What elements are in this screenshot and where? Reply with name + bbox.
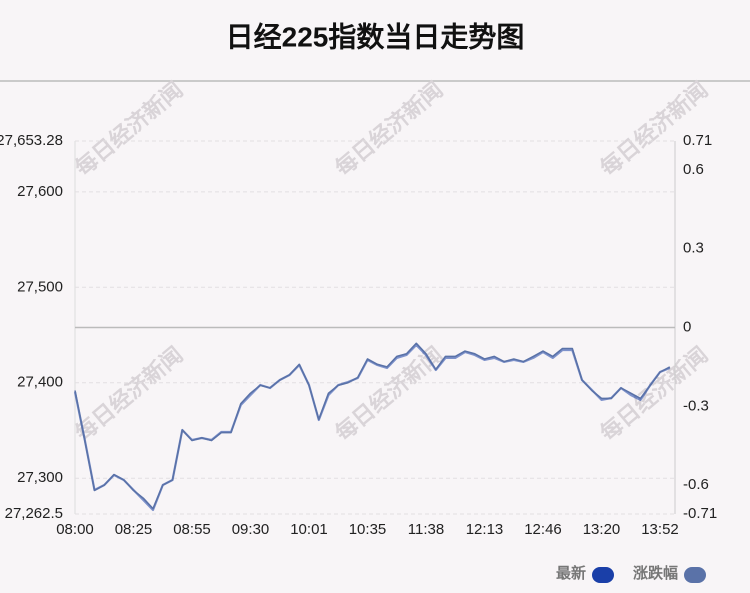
y-tick-label: 27,262.5	[5, 505, 63, 522]
legend-label: 涨跌幅	[633, 564, 678, 582]
y-tick-label: 27,653.28	[0, 132, 63, 149]
x-tick-label: 08:55	[173, 521, 211, 538]
y-tick-label: 27,300	[17, 469, 63, 486]
y-tick-label: 27,400	[17, 374, 63, 391]
y-tick-label: 27,500	[17, 278, 63, 295]
x-tick-label: 08:25	[115, 521, 153, 538]
y2-tick-label: 0.3	[683, 240, 704, 257]
legend-swatch	[592, 567, 614, 583]
x-tick-label: 12:46	[524, 521, 562, 538]
x-tick-label: 10:01	[290, 521, 328, 538]
x-tick-label: 11:38	[408, 521, 444, 538]
y2-tick-label: 0	[683, 318, 691, 335]
x-tick-label: 08:00	[56, 521, 94, 538]
x-tick-label: 10:35	[349, 521, 387, 538]
chart-title: 日经225指数当日走势图	[226, 20, 525, 52]
y-tick-label: 27,600	[17, 183, 63, 200]
y2-tick-label: -0.3	[683, 397, 709, 414]
legend-swatch	[684, 567, 706, 583]
y2-tick-label: 0.6	[683, 161, 704, 178]
y2-tick-label: -0.6	[683, 476, 709, 493]
x-tick-label: 13:52	[641, 521, 679, 538]
y2-tick-label: -0.71	[683, 505, 717, 522]
y2-tick-label: 0.71	[683, 132, 712, 149]
x-tick-label: 09:30	[232, 521, 270, 538]
x-tick-label: 12:13	[466, 521, 504, 538]
x-tick-label: 13:20	[583, 521, 621, 538]
series-line	[74, 342, 671, 510]
legend-label: 最新	[556, 564, 586, 582]
